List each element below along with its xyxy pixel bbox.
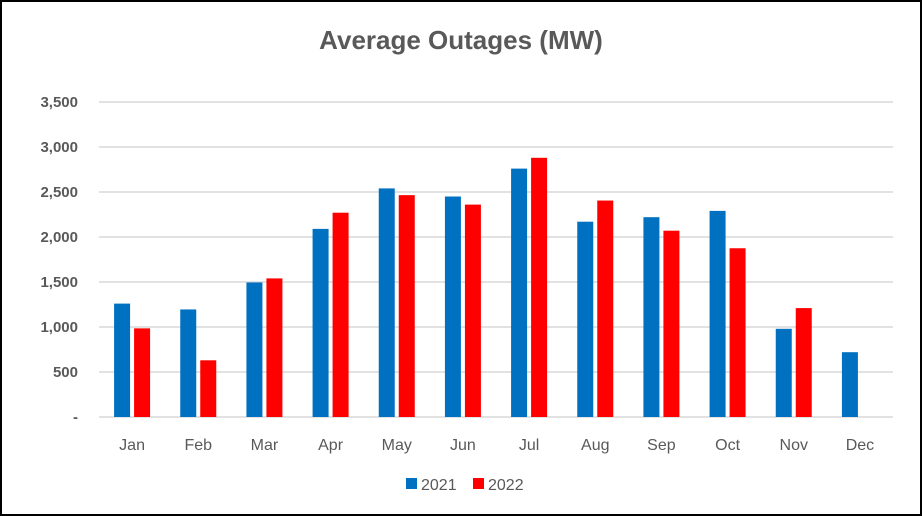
bar-2022-feb [200,360,217,417]
y-tick-label: 2,000 [40,229,78,246]
bar-2021-oct [709,210,726,417]
bar-2022-jan [134,328,151,417]
x-tick-label: Jan [119,437,145,454]
x-tick-label: Mar [251,437,279,454]
bar-2021-mar [246,282,263,417]
bar-2022-nov [795,308,812,417]
legend-swatch-2021 [406,478,417,489]
x-tick-label: Apr [318,437,344,454]
y-axis-ticks: - 500 1,000 1,500 2,000 2,500 3,000 3,500 [40,94,78,426]
legend-label-2022: 2022 [488,477,524,494]
bars [114,157,858,418]
x-tick-label: Jul [519,437,539,454]
bar-2022-oct [729,248,746,417]
y-tick-label: 3,500 [40,94,78,111]
x-tick-label: Oct [715,437,740,454]
y-tick-label: 2,500 [40,184,78,201]
bar-2021-jul [511,168,528,417]
bar-2021-nov [775,328,792,417]
x-axis-ticks: Jan Feb Mar Apr May Jun Jul Aug Sep Oct Nov Dec [119,437,874,454]
legend-swatch-2022 [473,478,484,489]
bar-2022-aug [597,200,614,417]
x-tick-label: Nov [780,437,808,454]
gridlines [99,101,893,418]
bar-2022-apr [332,212,349,417]
x-tick-label: May [382,437,412,454]
bar-2022-sep [663,230,680,417]
bar-2022-jun [464,204,481,417]
bar-2021-apr [312,228,329,417]
x-tick-label: Feb [184,437,212,454]
bar-2021-feb [180,309,197,417]
bar-2021-dec [841,352,858,417]
bar-2021-jun [444,196,461,417]
bar-2022-may [398,195,415,417]
bar-2021-sep [643,217,660,417]
legend-label-2021: 2021 [421,477,457,494]
y-tick-label: 500 [53,364,78,381]
y-tick-label: 1,500 [40,274,78,291]
y-tick-label: - [73,409,78,426]
chart-title: Average Outages (MW) [319,25,603,55]
bar-2021-jan [114,303,131,417]
x-tick-label: Aug [581,437,609,454]
x-tick-label: Dec [846,437,874,454]
y-tick-label: 1,000 [40,319,78,336]
bar-2021-may [378,188,395,417]
bar-2022-jul [531,157,548,418]
bar-2022-mar [266,278,283,417]
x-tick-label: Jun [450,437,476,454]
bar-2021-aug [577,221,594,417]
y-tick-label: 3,000 [40,139,78,156]
x-tick-label: Sep [647,437,676,454]
legend: 2021 2022 [406,477,524,494]
